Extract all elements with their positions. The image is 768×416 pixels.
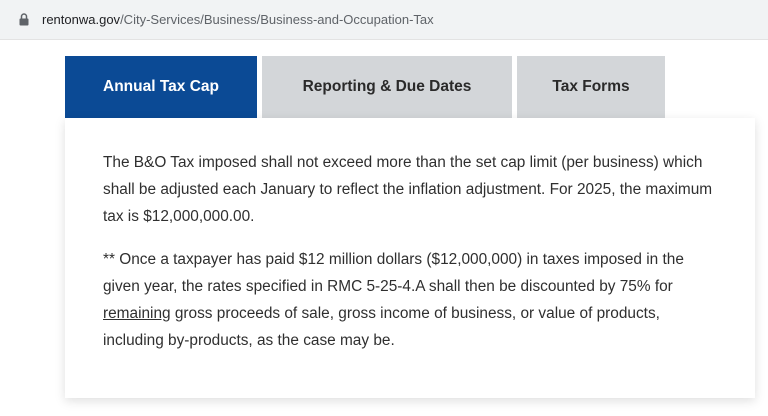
lock-icon[interactable] xyxy=(16,12,32,28)
discount-paragraph: ** Once a taxpayer has paid $12 million … xyxy=(103,246,719,354)
remaining-emphasis: remaining xyxy=(103,305,171,322)
tab-panel-annual-tax-cap: The B&O Tax imposed shall not exceed mor… xyxy=(65,118,755,398)
url-path: /City-Services/Business/Business-and-Occ… xyxy=(120,12,434,27)
discount-text-start: ** Once a taxpayer has paid $12 million … xyxy=(103,251,684,295)
tab-tax-forms[interactable]: Tax Forms xyxy=(517,56,665,118)
address-bar[interactable]: rentonwa.gov/City-Services/Business/Busi… xyxy=(0,0,768,40)
tab-bar: Annual Tax Cap Reporting & Due Dates Tax… xyxy=(65,56,665,118)
url-host: rentonwa.gov xyxy=(42,12,121,27)
discount-text-end: gross proceeds of sale, gross income of … xyxy=(103,305,660,349)
url-text[interactable]: rentonwa.gov/City-Services/Business/Busi… xyxy=(42,12,434,27)
tax-cap-paragraph: The B&O Tax imposed shall not exceed mor… xyxy=(103,154,713,225)
tab-annual-tax-cap[interactable]: Annual Tax Cap xyxy=(65,56,257,118)
tab-reporting-due-dates[interactable]: Reporting & Due Dates xyxy=(262,56,512,118)
